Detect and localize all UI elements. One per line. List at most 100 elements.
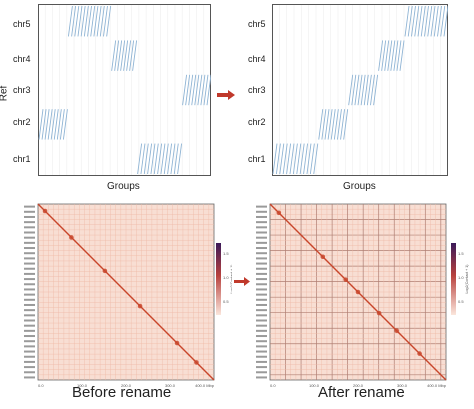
synteny-line <box>160 143 166 175</box>
colorbar-tick-label: 1.5 <box>223 251 229 256</box>
row-label <box>256 288 267 291</box>
synteny-line <box>343 109 349 140</box>
chr-label-4-left: chr4 <box>13 54 31 64</box>
colorbar-title: Log2(Contact + 1) <box>230 265 232 294</box>
dotplot-before <box>38 4 211 176</box>
synteny-line <box>206 74 211 106</box>
synteny-line <box>44 109 50 140</box>
synteny-line <box>200 74 206 106</box>
chr-label-1-left: chr1 <box>13 154 31 164</box>
row-label <box>256 376 267 379</box>
synteny-line <box>275 143 281 175</box>
row-label <box>24 371 35 374</box>
synteny-line <box>303 143 309 175</box>
synteny-line <box>53 109 59 140</box>
synteny-line <box>150 143 156 175</box>
row-label <box>24 257 35 260</box>
synteny-line <box>327 109 333 140</box>
row-label <box>24 226 35 229</box>
synteny-line <box>433 5 439 37</box>
contact-hotspot <box>42 208 48 214</box>
synteny-line <box>170 143 176 175</box>
synteny-line <box>366 74 372 106</box>
synteny-block-chr2 <box>38 109 68 140</box>
synteny-line <box>289 143 295 175</box>
row-label <box>24 252 35 255</box>
synteny-line <box>177 143 183 175</box>
synteny-line <box>153 143 159 175</box>
row-label <box>24 231 35 234</box>
row-label <box>256 231 267 234</box>
colorbar-tick-label: 1.5 <box>458 251 464 256</box>
synteny-line <box>296 143 302 175</box>
synteny-line <box>324 109 330 140</box>
synteny-line <box>443 5 448 37</box>
synteny-block-chr1 <box>137 143 183 175</box>
synteny-line <box>137 143 143 175</box>
synteny-line <box>414 5 420 37</box>
synteny-line <box>309 143 315 175</box>
synteny-line <box>286 143 292 175</box>
row-label <box>256 345 267 348</box>
row-label <box>256 329 267 332</box>
synteny-line <box>340 109 346 140</box>
row-label <box>256 283 267 286</box>
synteny-block-chr3 <box>348 74 379 106</box>
row-label <box>24 221 35 224</box>
row-label <box>256 355 267 358</box>
x-tick-label: 0.0 <box>38 383 44 388</box>
row-label <box>256 293 267 296</box>
synteny-line <box>272 143 278 175</box>
row-label <box>24 335 35 338</box>
synteny-line <box>351 74 357 106</box>
synteny-block-chr1 <box>272 143 319 175</box>
synteny-line <box>71 5 77 37</box>
heatmap-before: 0.0 100.0 200.0 300.0 400.0 Mbp 1.5 1.0 0.5 Log2… <box>24 203 232 388</box>
synteny-line <box>87 5 92 37</box>
row-label <box>256 236 267 239</box>
row-label <box>256 272 267 275</box>
row-label <box>24 366 35 369</box>
synteny-line <box>399 40 405 71</box>
colorbar <box>216 243 221 315</box>
synteny-line <box>360 74 366 106</box>
contact-hotspot <box>343 277 348 282</box>
colorbar-tick-label: 1.0 <box>223 275 229 280</box>
synteny-line <box>117 40 123 71</box>
synteny-line <box>147 143 153 175</box>
synteny-line <box>203 74 209 106</box>
row-label <box>24 293 35 296</box>
synteny-block-chr4 <box>378 40 405 71</box>
synteny-line <box>132 40 138 71</box>
synteny-line <box>41 109 47 140</box>
row-label <box>256 371 267 374</box>
synteny-line <box>363 74 369 106</box>
synteny-line <box>143 143 149 175</box>
synteny-line <box>420 5 426 37</box>
synteny-line <box>407 5 413 37</box>
row-label <box>24 324 35 327</box>
row-label <box>24 205 35 208</box>
synteny-line <box>163 143 169 175</box>
row-label <box>24 340 35 343</box>
chr-label-3-right: chr3 <box>248 85 266 95</box>
row-label <box>24 355 35 358</box>
contact-hotspot <box>394 328 400 334</box>
row-label <box>256 298 267 301</box>
synteny-line <box>114 40 120 71</box>
synteny-line <box>126 40 132 71</box>
synteny-line <box>157 143 163 175</box>
synteny-line <box>292 143 298 175</box>
synteny-line <box>279 143 285 175</box>
synteny-line <box>337 109 342 140</box>
synteny-line <box>173 143 179 175</box>
row-label <box>24 236 35 239</box>
chr-label-4-right: chr4 <box>248 54 266 64</box>
x-tick-label: 400.0 Mbp <box>195 383 215 388</box>
synteny-line <box>197 74 203 106</box>
xlabel-right: Groups <box>343 181 376 192</box>
synteny-line <box>354 74 360 106</box>
x-tick-label: 100.0 <box>309 383 320 388</box>
synteny-block-chr2 <box>318 109 349 140</box>
x-tick-label: 0.0 <box>270 383 276 388</box>
